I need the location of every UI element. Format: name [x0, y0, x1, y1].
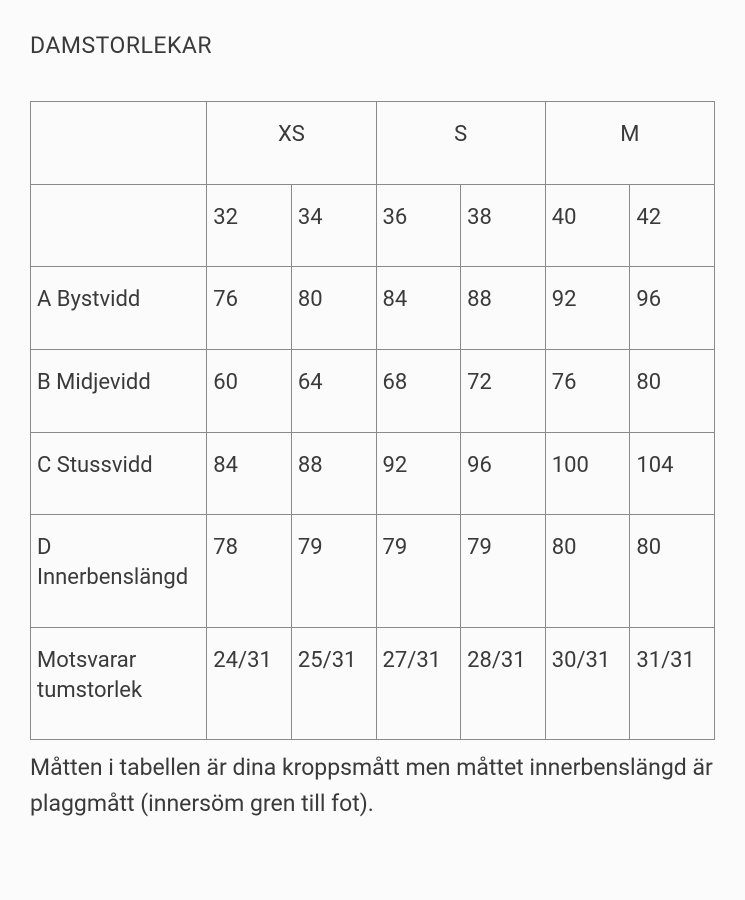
cell-value: 92 — [545, 267, 630, 350]
cell-value: 84 — [376, 267, 461, 350]
cell-value: 31/31 — [630, 627, 715, 739]
cell-value: 80 — [545, 515, 630, 627]
cell-value: 80 — [291, 267, 376, 350]
cell-value: 25/31 — [291, 627, 376, 739]
table-row: Motsvarar tumstorlek 24/31 25/31 27/31 2… — [31, 627, 715, 739]
cell-value: 28/31 — [461, 627, 546, 739]
numeric-header: 32 — [207, 184, 292, 267]
numeric-header: 40 — [545, 184, 630, 267]
size-header: S — [376, 102, 545, 185]
cell-value: 100 — [545, 432, 630, 515]
cell-value: 104 — [630, 432, 715, 515]
cell-value: 79 — [376, 515, 461, 627]
table-row: D Innerbenslängd 78 79 79 79 80 80 — [31, 515, 715, 627]
size-table: XS S M 32 34 36 38 40 42 A Bystvidd 76 8… — [30, 101, 715, 740]
size-header: M — [545, 102, 714, 185]
cell-value: 79 — [291, 515, 376, 627]
page-title: DAMSTORLEKAR — [30, 32, 715, 59]
row-label: C Stussvidd — [31, 432, 207, 515]
cell-value: 64 — [291, 350, 376, 433]
cell-blank — [31, 102, 207, 185]
cell-value: 60 — [207, 350, 292, 433]
cell-value: 24/31 — [207, 627, 292, 739]
row-label: A Bystvidd — [31, 267, 207, 350]
table-row: A Bystvidd 76 80 84 88 92 96 — [31, 267, 715, 350]
table-row: B Midjevidd 60 64 68 72 76 80 — [31, 350, 715, 433]
cell-value: 76 — [545, 350, 630, 433]
cell-value: 88 — [461, 267, 546, 350]
row-label: D Innerbenslängd — [31, 515, 207, 627]
cell-value: 96 — [630, 267, 715, 350]
cell-blank — [31, 184, 207, 267]
numeric-header: 36 — [376, 184, 461, 267]
cell-value: 88 — [291, 432, 376, 515]
numeric-header: 38 — [461, 184, 546, 267]
row-label: Motsvarar tumstorlek — [31, 627, 207, 739]
table-row-size-headers: XS S M — [31, 102, 715, 185]
table-row: C Stussvidd 84 88 92 96 100 104 — [31, 432, 715, 515]
cell-value: 84 — [207, 432, 292, 515]
cell-value: 78 — [207, 515, 292, 627]
numeric-header: 34 — [291, 184, 376, 267]
table-row-numeric-headers: 32 34 36 38 40 42 — [31, 184, 715, 267]
cell-value: 92 — [376, 432, 461, 515]
footnote-text: Måtten i tabellen är dina kroppsmått men… — [30, 750, 715, 821]
row-label: B Midjevidd — [31, 350, 207, 433]
cell-value: 72 — [461, 350, 546, 433]
cell-value: 76 — [207, 267, 292, 350]
cell-value: 68 — [376, 350, 461, 433]
cell-value: 27/31 — [376, 627, 461, 739]
cell-value: 80 — [630, 350, 715, 433]
cell-value: 96 — [461, 432, 546, 515]
cell-value: 80 — [630, 515, 715, 627]
cell-value: 30/31 — [545, 627, 630, 739]
size-header: XS — [207, 102, 376, 185]
cell-value: 79 — [461, 515, 546, 627]
numeric-header: 42 — [630, 184, 715, 267]
